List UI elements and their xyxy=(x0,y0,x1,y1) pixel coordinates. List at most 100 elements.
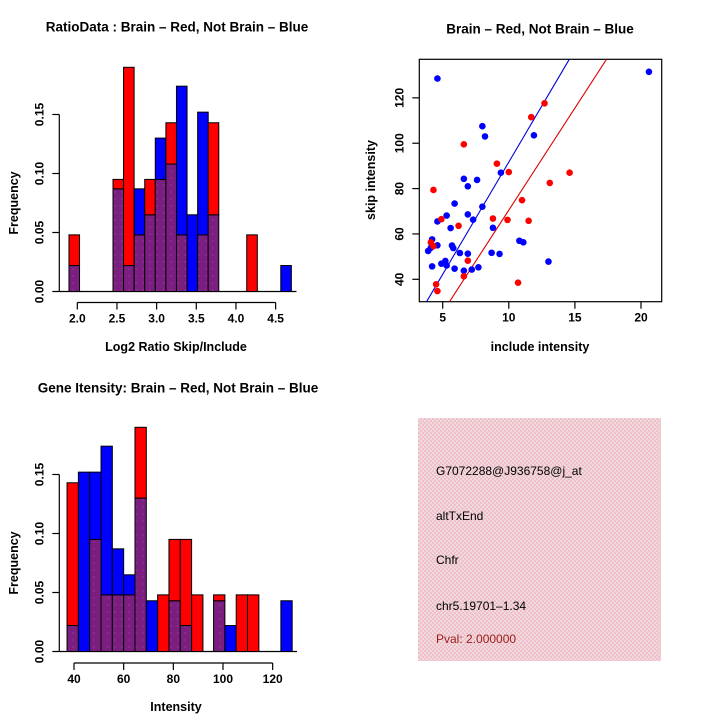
ratio-hist-x-tick-label: 3.0 xyxy=(148,312,165,326)
ratio-hist-bar-red xyxy=(207,122,220,216)
ratio-hist-x-tick-label: 2.5 xyxy=(109,312,126,326)
gene-hist-bar-red xyxy=(213,594,226,602)
ratio-hist-y-tick-label: 0.05 xyxy=(32,220,46,244)
gene-hist-bar-red xyxy=(134,426,147,499)
ratio-hist-bar-overlap xyxy=(154,178,167,292)
scatter-point-blue xyxy=(447,224,454,232)
scatter-point-blue xyxy=(473,176,481,184)
scatter-point-red xyxy=(546,179,554,187)
ratio-hist-bar-red xyxy=(123,66,135,267)
gene-hist-bar-overlap xyxy=(134,497,147,652)
scatter-point-red xyxy=(527,113,535,121)
scatter-x-tick-label: 15 xyxy=(568,311,582,325)
scatter-y-tick-label: 60 xyxy=(392,227,406,241)
gene-name-text: Chfr xyxy=(436,553,459,567)
scatter-point-red xyxy=(504,216,511,224)
scatter-point-blue xyxy=(464,250,472,257)
scatter-point-blue xyxy=(428,263,436,270)
scatter-y-tick-label: 120 xyxy=(392,88,406,108)
gene-hist-bar-overlap xyxy=(66,625,79,652)
ratio-hist-bar-overlap xyxy=(144,214,156,292)
scatter-point-blue xyxy=(443,262,450,269)
scatter-point-red xyxy=(489,215,497,222)
gene-hist-bar-blue xyxy=(77,471,91,653)
gene-hist-bar-overlap xyxy=(111,594,125,652)
scatter-point-red xyxy=(541,100,548,107)
ratio-hist-bar-overlap xyxy=(197,234,209,292)
gene-hist-bar-red xyxy=(179,538,193,627)
scatter-point-blue xyxy=(451,265,458,272)
scatter-ylabel: skip intensity xyxy=(364,140,378,220)
scatter-point-blue xyxy=(434,75,441,82)
gene-hist-bar-blue xyxy=(89,471,102,540)
ratio-hist-x-tick-label: 4.0 xyxy=(228,312,245,326)
gene-hist-bar-blue xyxy=(123,574,136,596)
gene-hist-x-tick-label: 60 xyxy=(117,672,131,686)
gene-hist-bar-overlap xyxy=(179,625,193,652)
scatter-y-tick-label: 100 xyxy=(392,133,406,153)
gene-hist-bar-overlap xyxy=(213,600,226,653)
ratio-hist-x-tick-label: 4.5 xyxy=(267,312,284,326)
ratio-hist-y-tick-label: 0.00 xyxy=(32,279,46,303)
scatter-point-blue xyxy=(460,175,468,183)
gene-hist-x-tick-label: 80 xyxy=(167,672,181,686)
scatter-point-blue xyxy=(464,183,472,190)
gene-hist-bar-blue xyxy=(224,625,237,652)
ratio-hist-x-tick-label: 2.0 xyxy=(69,312,86,326)
scatter-point-blue xyxy=(479,122,486,130)
scatter-point-blue xyxy=(464,211,472,218)
scatter-point-blue xyxy=(460,267,468,274)
gene-hist-y-tick-label: 0.00 xyxy=(32,639,46,663)
scatter-point-blue xyxy=(451,200,458,207)
scatter-x-tick-label: 20 xyxy=(634,311,648,325)
gene-hist-bar-red xyxy=(191,594,204,652)
scatter-point-blue xyxy=(488,249,495,257)
scatter-point-blue xyxy=(645,68,653,76)
scatter-y-tick-label: 80 xyxy=(392,182,406,196)
ratio-hist-bar-blue xyxy=(133,188,146,236)
scatter-point-blue xyxy=(449,244,457,252)
ratio-histogram-title: RatioData : Brain – Red, Not Brain – Blu… xyxy=(45,19,309,35)
gene-hist-y-tick-label: 0.15 xyxy=(32,462,46,486)
gene-histogram-ylabel: Frequency xyxy=(7,531,21,595)
gene-hist-x-tick-label: 40 xyxy=(67,672,81,686)
gene-hist-bar-red xyxy=(247,594,260,652)
gene-hist-bar-overlap xyxy=(89,538,102,653)
ratio-hist-y-tick-label: 0.10 xyxy=(32,161,46,185)
scatter-point-red xyxy=(460,273,468,280)
ratio-hist-bar-red xyxy=(246,234,258,292)
scatter-point-blue xyxy=(438,260,445,267)
scatter-point-red xyxy=(505,168,513,176)
gene-info-panel: G7072288@J936758@j_at altTxEnd Chfr chr5… xyxy=(418,418,661,661)
ratio-histogram-xlabel: Log2 Ratio Skip/Include xyxy=(105,340,247,354)
gene-hist-bar-blue xyxy=(145,600,159,653)
gene-hist-bar-red xyxy=(66,482,79,627)
scatter-point-blue xyxy=(443,212,450,219)
red-fit-line xyxy=(449,59,607,302)
ratio-hist-bar-overlap xyxy=(68,265,81,293)
ratio-hist-bar-blue xyxy=(186,214,199,292)
scatter-point-red xyxy=(525,217,532,225)
ratio-hist-bar-red xyxy=(165,122,177,165)
scatter-frame xyxy=(418,58,663,303)
scatter-point-red xyxy=(455,222,462,230)
scatter-point-blue xyxy=(456,249,464,257)
ratio-hist-bar-overlap xyxy=(175,234,188,292)
ratio-hist-bar-red xyxy=(112,178,125,190)
ratio-hist-y-tick-label: 0.15 xyxy=(32,102,46,126)
event-type-text: altTxEnd xyxy=(436,509,484,523)
scatter-point-red xyxy=(464,257,472,265)
gene-histogram-xlabel: Intensity xyxy=(150,700,202,714)
gene-hist-bar-red xyxy=(235,594,249,652)
scatter-title: Brain – Red, Not Brain – Blue xyxy=(446,21,634,37)
scatter-point-blue xyxy=(481,133,489,140)
scatter-point-red xyxy=(493,160,501,167)
scatter-point-red xyxy=(460,141,468,148)
scatter-point-red xyxy=(430,186,437,194)
gene-hist-bar-blue xyxy=(111,548,125,596)
scatter-point-blue xyxy=(469,216,477,223)
ratio-hist-x-tick-label: 3.5 xyxy=(188,312,205,326)
scatter-point-blue xyxy=(496,250,503,258)
scatter-point-blue xyxy=(475,263,482,271)
